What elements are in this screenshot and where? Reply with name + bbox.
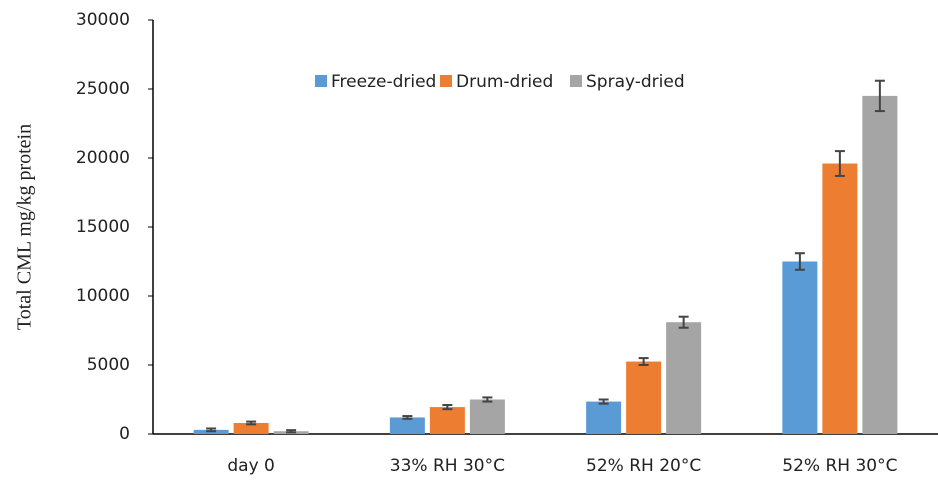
error-bar xyxy=(794,252,805,271)
legend-swatch xyxy=(315,75,327,87)
error-bar xyxy=(482,396,493,403)
error-bar xyxy=(402,415,413,420)
bar xyxy=(782,261,818,434)
x-tick-label: day 0 xyxy=(227,456,275,476)
bar xyxy=(822,163,858,434)
x-tick-label: 33% RH 30°C xyxy=(390,456,505,476)
error-bar xyxy=(246,420,257,426)
error-bar xyxy=(206,427,217,433)
error-bar xyxy=(834,150,845,177)
x-tick-label: 52% RH 20°C xyxy=(586,456,701,476)
legend-swatch xyxy=(570,75,582,87)
y-tick-label: 20000 xyxy=(76,148,130,168)
error-bar xyxy=(442,404,453,411)
legend-swatch xyxy=(440,75,452,87)
error-bar xyxy=(598,398,609,405)
bar xyxy=(429,407,465,434)
bar xyxy=(666,322,702,434)
legend-label: Drum-dried xyxy=(456,72,553,92)
y-tick-label: 25000 xyxy=(76,79,130,99)
bar xyxy=(862,95,898,435)
error-bar xyxy=(638,357,649,366)
x-tick-label: 52% RH 30°C xyxy=(782,456,897,476)
y-tick-label: 5000 xyxy=(87,355,130,375)
y-tick-label: 10000 xyxy=(76,286,130,306)
legend-label: Spray-dried xyxy=(586,72,685,92)
y-axis-label: Total CML mg/kg protein xyxy=(14,124,36,330)
bar xyxy=(389,417,425,434)
bar xyxy=(469,399,505,434)
y-tick-label: 30000 xyxy=(76,10,130,30)
bar xyxy=(586,401,622,434)
y-tick-label: 0 xyxy=(119,424,130,444)
error-bar xyxy=(678,315,689,329)
bar xyxy=(233,422,269,434)
error-bar xyxy=(286,429,297,434)
legend-label: Freeze-dried xyxy=(331,72,436,92)
y-tick-label: 15000 xyxy=(76,217,130,237)
bar xyxy=(626,361,662,434)
error-bar xyxy=(874,79,885,113)
